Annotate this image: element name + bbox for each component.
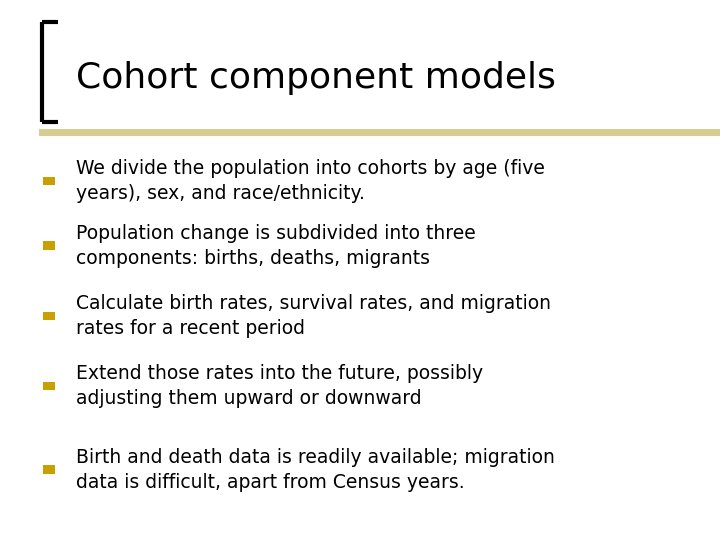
- Text: We divide the population into cohorts by age (five
years), sex, and race/ethnici: We divide the population into cohorts by…: [76, 159, 544, 203]
- FancyBboxPatch shape: [43, 177, 55, 185]
- FancyBboxPatch shape: [43, 241, 55, 250]
- Text: Birth and death data is readily available; migration
data is difficult, apart fr: Birth and death data is readily availabl…: [76, 448, 554, 492]
- FancyBboxPatch shape: [43, 312, 55, 320]
- Text: Population change is subdivided into three
components: births, deaths, migrants: Population change is subdivided into thr…: [76, 224, 475, 268]
- Text: Calculate birth rates, survival rates, and migration
rates for a recent period: Calculate birth rates, survival rates, a…: [76, 294, 551, 338]
- FancyBboxPatch shape: [43, 465, 55, 474]
- Text: Cohort component models: Cohort component models: [76, 62, 555, 95]
- FancyBboxPatch shape: [43, 382, 55, 390]
- Text: Extend those rates into the future, possibly
adjusting them upward or downward: Extend those rates into the future, poss…: [76, 364, 482, 408]
